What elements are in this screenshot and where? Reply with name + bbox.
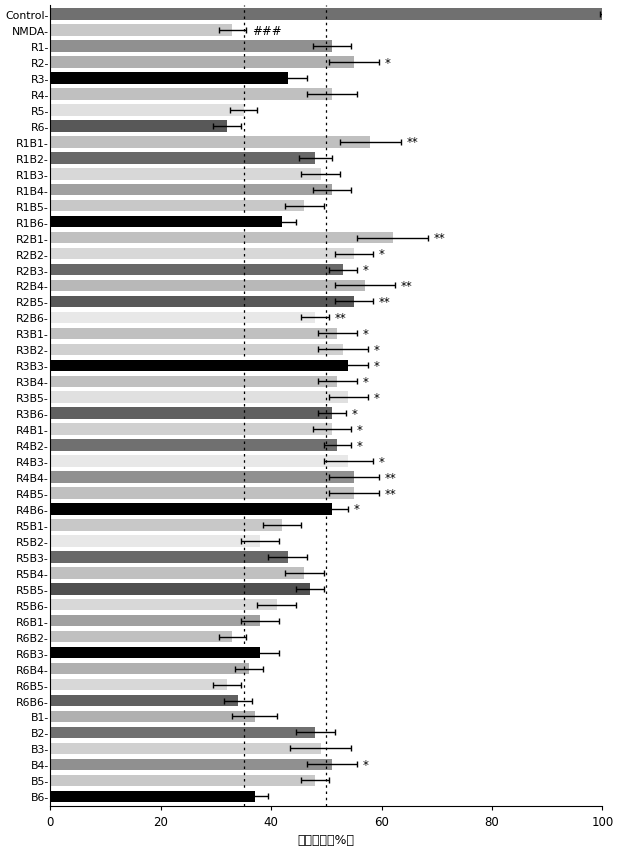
Text: **: ** xyxy=(335,312,347,325)
Bar xyxy=(50,774,315,786)
Bar xyxy=(50,536,260,547)
Text: *: * xyxy=(373,360,379,372)
Text: *: * xyxy=(354,503,360,515)
Text: *: * xyxy=(362,758,368,771)
Bar xyxy=(50,9,602,20)
Bar xyxy=(50,711,254,722)
Bar xyxy=(50,89,332,101)
Text: *: * xyxy=(379,248,384,261)
Bar xyxy=(50,360,348,371)
Text: *: * xyxy=(373,343,379,356)
Bar xyxy=(50,408,332,419)
Bar xyxy=(50,679,227,690)
Text: *: * xyxy=(357,423,363,436)
Text: **: ** xyxy=(434,232,446,245)
Bar xyxy=(50,599,277,611)
Text: **: ** xyxy=(379,296,391,308)
Bar xyxy=(50,264,343,276)
Bar xyxy=(50,424,332,435)
Bar xyxy=(50,791,254,802)
Bar xyxy=(50,153,315,164)
Bar xyxy=(50,392,348,404)
Bar xyxy=(50,201,305,212)
Text: **: ** xyxy=(384,487,396,500)
Bar xyxy=(50,759,332,770)
Bar xyxy=(50,121,227,132)
Bar xyxy=(50,504,332,515)
Bar xyxy=(50,567,305,579)
Bar xyxy=(50,648,260,659)
Bar xyxy=(50,313,315,324)
Bar xyxy=(50,584,310,595)
Bar xyxy=(50,376,337,388)
Text: **: ** xyxy=(401,279,413,292)
Bar xyxy=(50,615,260,627)
Bar xyxy=(50,743,321,754)
Bar xyxy=(50,472,354,483)
Bar xyxy=(50,169,321,181)
X-axis label: 细胞活力（%）: 细胞活力（%） xyxy=(298,833,355,846)
Bar xyxy=(50,280,365,292)
Bar xyxy=(50,73,288,84)
Bar xyxy=(50,344,343,355)
Text: **: ** xyxy=(406,136,418,149)
Bar xyxy=(50,456,348,467)
Bar xyxy=(50,727,315,739)
Text: *: * xyxy=(357,439,363,452)
Text: ###: ### xyxy=(252,25,282,37)
Bar xyxy=(50,137,371,148)
Text: **: ** xyxy=(384,471,396,484)
Bar xyxy=(50,249,354,260)
Bar xyxy=(50,551,288,563)
Bar xyxy=(50,695,238,706)
Bar xyxy=(50,41,332,53)
Text: *: * xyxy=(351,407,357,420)
Bar xyxy=(50,328,337,340)
Bar xyxy=(50,185,332,196)
Text: *: * xyxy=(384,56,390,70)
Bar xyxy=(50,631,233,642)
Text: *: * xyxy=(362,264,368,277)
Bar xyxy=(50,105,243,117)
Bar xyxy=(50,233,392,244)
Bar xyxy=(50,520,282,531)
Text: *: * xyxy=(362,327,368,341)
Text: *: * xyxy=(373,391,379,404)
Bar xyxy=(50,440,337,452)
Bar xyxy=(50,57,354,69)
Bar xyxy=(50,26,233,37)
Bar xyxy=(50,487,354,499)
Bar xyxy=(50,663,249,675)
Bar xyxy=(50,216,282,228)
Bar xyxy=(50,296,354,308)
Text: *: * xyxy=(362,376,368,389)
Text: *: * xyxy=(379,455,384,468)
